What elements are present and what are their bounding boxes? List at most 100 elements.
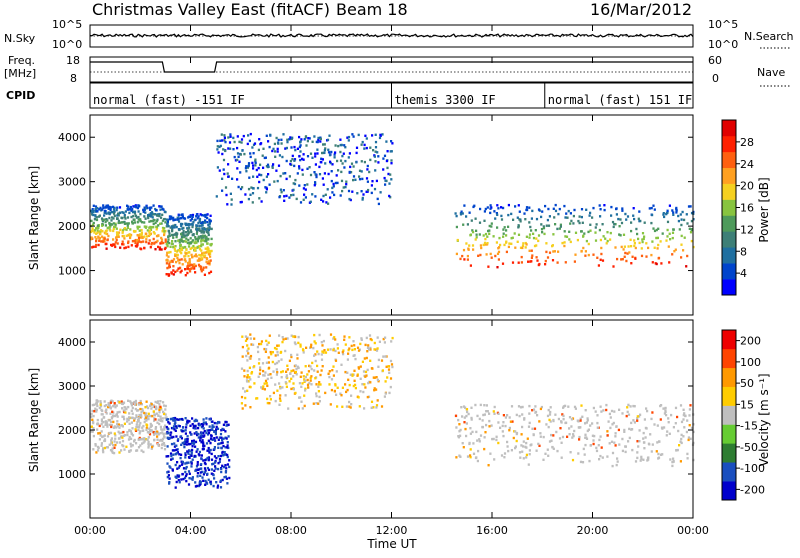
heatmap-cell: [125, 445, 128, 448]
heatmap-cell: [181, 227, 184, 230]
heatmap-cell: [130, 432, 133, 435]
heatmap-cell: [204, 213, 207, 217]
heatmap-cell: [142, 208, 145, 212]
heatmap-cell: [649, 433, 652, 436]
heatmap-cell: [180, 217, 183, 220]
heatmap-cell: [123, 213, 126, 217]
heatmap-cell: [193, 267, 196, 270]
heatmap-cell: [617, 217, 620, 221]
heatmap-cell: [267, 173, 270, 176]
heatmap-cell: [319, 383, 322, 386]
heatmap-cell: [320, 161, 323, 164]
heatmap-cell: [389, 150, 392, 153]
heatmap-cell: [330, 150, 333, 154]
heatmap-cell: [163, 412, 166, 416]
heatmap-cell: [168, 217, 171, 221]
heatmap-cell: [168, 232, 171, 235]
heatmap-cell: [112, 222, 115, 225]
heatmap-cell: [162, 410, 165, 414]
heatmap-cell: [141, 426, 144, 429]
heatmap-cell: [342, 352, 345, 356]
heatmap-cell: [90, 415, 93, 418]
heatmap-cell: [656, 236, 659, 240]
heatmap-cell: [672, 459, 675, 463]
heatmap-cell: [638, 440, 641, 443]
heatmap-cell: [297, 335, 300, 339]
heatmap-cell: [204, 251, 207, 254]
heatmap-cell: [382, 355, 385, 358]
heatmap-cell: [514, 445, 517, 448]
heatmap-cell: [580, 250, 583, 253]
heatmap-cell: [283, 199, 286, 202]
heatmap-cell: [247, 380, 250, 383]
heatmap-cell: [227, 423, 230, 426]
heatmap-cell: [364, 343, 367, 347]
heatmap-cell: [638, 415, 641, 418]
heatmap-cell: [594, 231, 597, 234]
heatmap-cell: [206, 248, 209, 251]
heatmap-cell: [285, 194, 288, 198]
heatmap-cell: [116, 233, 119, 237]
heatmap-cell: [189, 433, 193, 436]
heatmap-cell: [205, 236, 208, 240]
heatmap-cell: [471, 430, 474, 434]
heatmap-cell: [630, 221, 633, 224]
heatmap-cell: [474, 403, 477, 407]
heatmap-cell: [565, 235, 569, 238]
heatmap-cell: [219, 454, 222, 458]
heatmap-cell: [178, 247, 182, 250]
heatmap-cell: [207, 260, 211, 263]
heatmap-cell: [282, 133, 285, 136]
nave-tick-low: 0: [712, 72, 719, 85]
heatmap-cell: [188, 477, 191, 480]
heatmap-cell: [647, 442, 650, 445]
heatmap-cell: [136, 234, 139, 237]
heatmap-cell: [228, 465, 231, 469]
heatmap-cell: [502, 414, 505, 417]
heatmap-cell: [272, 163, 275, 166]
heatmap-cell: [225, 193, 228, 197]
heatmap-cell: [162, 432, 165, 436]
heatmap-cell: [199, 268, 203, 271]
heatmap-cell: [582, 246, 585, 250]
heatmap-cell: [345, 183, 348, 186]
heatmap-cell: [586, 429, 589, 433]
heatmap-cell: [125, 407, 128, 411]
heatmap-cell: [583, 232, 586, 235]
heatmap-cell: [667, 417, 670, 420]
heatmap-cell: [352, 175, 356, 178]
heatmap-cell: [276, 150, 279, 153]
heatmap-cell: [288, 359, 291, 362]
heatmap-cell: [366, 368, 369, 372]
heatmap-cell: [634, 257, 637, 260]
heatmap-cell: [457, 418, 460, 422]
heatmap-cell: [470, 418, 473, 421]
colorbar-swatch: [722, 247, 736, 264]
heatmap-cell: [316, 350, 319, 353]
heatmap-cell: [483, 404, 486, 407]
heatmap-cell: [361, 140, 364, 144]
heatmap-cell: [256, 186, 260, 190]
heatmap-cell: [322, 351, 325, 354]
heatmap-cell: [159, 438, 163, 442]
heatmap-cell: [191, 423, 194, 426]
heatmap-cell: [196, 240, 200, 243]
heatmap-cell: [320, 341, 323, 344]
heatmap-cell: [335, 370, 338, 373]
heatmap-cell: [293, 335, 297, 339]
heatmap-cell: [492, 410, 495, 413]
heatmap-cell: [169, 250, 172, 254]
heatmap-cell: [102, 206, 105, 209]
heatmap-cell: [369, 346, 372, 350]
heatmap-cell: [347, 352, 350, 355]
heatmap-cell: [170, 431, 173, 434]
heatmap-cell: [351, 348, 354, 352]
heatmap-cell: [249, 155, 252, 159]
heatmap-cell: [110, 223, 113, 226]
heatmap-cell: [369, 359, 372, 362]
heatmap-cell: [204, 483, 207, 486]
heatmap-cell: [145, 405, 149, 408]
heatmap-cell: [203, 434, 206, 437]
heatmap-cell: [165, 425, 168, 429]
heatmap-cell: [478, 221, 482, 224]
